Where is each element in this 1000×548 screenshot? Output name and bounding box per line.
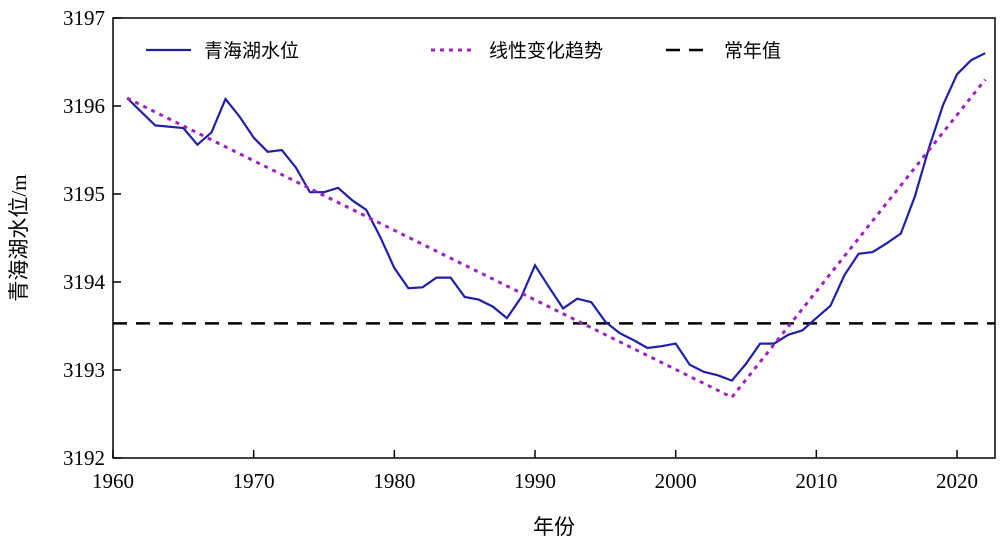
x-tick-label: 1960 bbox=[92, 469, 134, 493]
x-axis-label: 年份 bbox=[533, 515, 575, 539]
legend-label: 常年值 bbox=[724, 40, 781, 62]
y-tick-label: 3196 bbox=[63, 94, 105, 118]
y-tick-label: 3192 bbox=[63, 446, 105, 470]
x-tick-label: 2000 bbox=[655, 469, 697, 493]
x-tick-label: 1990 bbox=[514, 469, 556, 493]
y-tick-label: 3193 bbox=[63, 358, 105, 382]
data-line bbox=[126, 78, 987, 400]
x-tick-label: 1980 bbox=[373, 469, 415, 493]
y-tick-label: 3194 bbox=[63, 270, 106, 294]
y-tick-label: 3195 bbox=[63, 182, 105, 206]
y-axis-label: 青海湖水位/m bbox=[7, 174, 31, 301]
plot-frame bbox=[112, 17, 996, 459]
legend-label: 线性变化趋势 bbox=[489, 40, 603, 62]
x-tick-label: 2010 bbox=[795, 469, 837, 493]
y-tick-label: 3197 bbox=[63, 6, 105, 30]
legend-label: 青海湖水位 bbox=[204, 40, 299, 62]
x-tick-label: 1970 bbox=[233, 469, 275, 493]
data-line bbox=[126, 52, 986, 382]
x-tick-label: 2020 bbox=[936, 469, 978, 493]
